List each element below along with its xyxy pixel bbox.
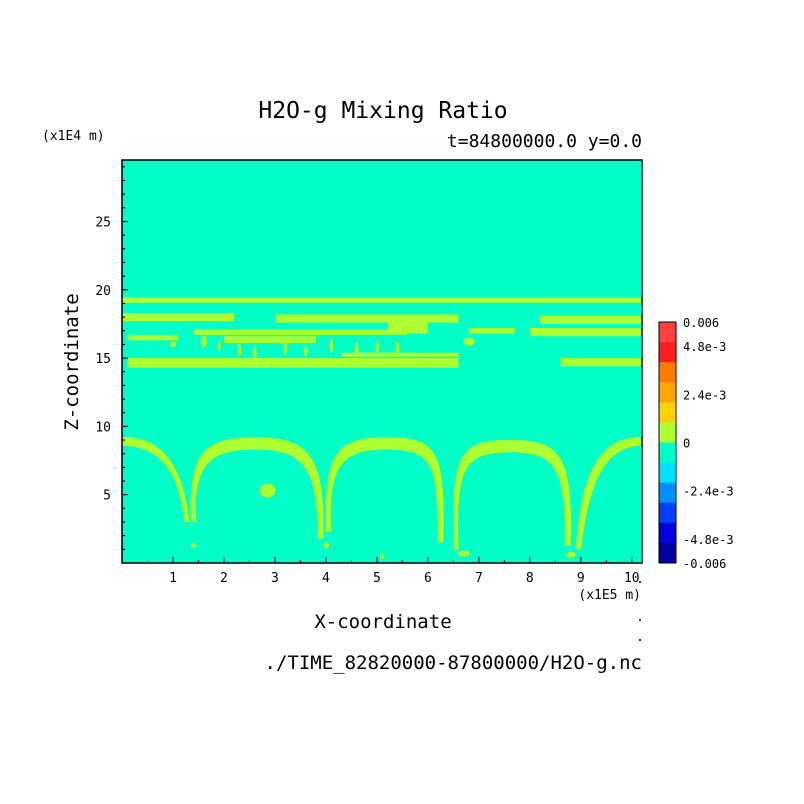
colorbar-label: -4.8e-3: [683, 533, 734, 547]
y-tick-label: 20: [95, 284, 111, 299]
x-tick-label: 2: [220, 571, 228, 586]
band-layer: [387, 322, 428, 334]
colorbar-label: 0: [683, 437, 690, 451]
chart-subtitle: t=84800000.0 y=0.0: [446, 131, 642, 152]
y-ticks: 5 10 15 20 25: [95, 166, 128, 550]
band-layer: [468, 328, 515, 334]
colorbar-label: -2.4e-3: [683, 485, 734, 499]
band-layer: [223, 336, 316, 344]
band-spot: [252, 345, 257, 360]
band-spot: [374, 341, 379, 354]
chart-title: H2O-g Mixing Ratio: [258, 98, 508, 124]
band-spot: [395, 341, 400, 356]
arch: [122, 437, 190, 523]
colorbar-segment: [659, 382, 676, 403]
band-spot: [329, 338, 334, 353]
x-tick-label: 5: [373, 571, 381, 586]
blob: [322, 542, 329, 549]
x-tick-label: 6: [424, 571, 432, 586]
band-layer: [529, 328, 642, 337]
x-tick-label: 3: [271, 571, 279, 586]
blob: [457, 550, 470, 557]
colorbar-label: 2.4e-3: [683, 388, 726, 402]
band-layer: [127, 334, 179, 341]
colorbar-label: -0.006: [683, 557, 726, 571]
colorbar-segment: [659, 342, 676, 363]
band-layer: [193, 329, 408, 335]
blob: [259, 483, 276, 498]
band-layer: [540, 315, 642, 324]
x-axis-label: X-coordinate: [314, 611, 452, 633]
blob: [565, 551, 576, 558]
x-ticks: 1 2 3 4 5 6 7 8 9 10: [146, 557, 640, 586]
band-spot: [200, 335, 207, 348]
colorbar-segment: [659, 462, 676, 484]
data-features: [122, 297, 642, 560]
band-spot: [169, 341, 176, 348]
colorbar-segment: [659, 502, 676, 524]
blob: [380, 553, 384, 560]
colorbar-segment: [659, 322, 676, 343]
band-spot: [216, 340, 221, 351]
x-tick-label: 10: [624, 571, 640, 586]
colorbar-label: 4.8e-3: [683, 340, 726, 354]
colorbar-segment: [659, 422, 676, 443]
band-layer: [127, 358, 459, 368]
colorbar-segment: [659, 522, 676, 544]
band-layer: [122, 313, 235, 322]
colorbar-segment: [659, 542, 676, 564]
x-tick-label: 4: [322, 571, 330, 586]
blob: [190, 543, 197, 548]
band-layer: [560, 358, 642, 367]
y-tick-label: 15: [95, 352, 111, 367]
plot-frame: [121, 159, 643, 564]
x-unit-label: (x1E5 m): [578, 588, 641, 603]
band-spot: [354, 341, 359, 358]
file-path: ./TIME_82820000-87800000/H2O-g.nc: [264, 652, 643, 674]
band-spot: [283, 342, 288, 355]
colorbar-segment: [659, 362, 676, 383]
colorbar-label: 0.006: [683, 316, 719, 330]
band-layer: [341, 352, 459, 357]
x-tick-label: 1: [169, 571, 177, 586]
y-unit-label: (x1E4 m): [42, 129, 105, 144]
colorbar: 0.006 4.8e-3 2.4e-3 0 -2.4e-3 -4.8e-3 -0.006: [658, 316, 734, 571]
band-spot: [462, 337, 475, 346]
colorbar-frame: [658, 321, 677, 564]
band-layer: [274, 314, 459, 323]
arch: [575, 437, 642, 550]
y-tick-label: 5: [103, 489, 111, 504]
colorbar-segment: [659, 442, 676, 464]
y-tick-label: 25: [95, 215, 111, 230]
band-layer: [122, 297, 642, 303]
colorbar-segment: [659, 482, 676, 504]
colorbar-segment: [659, 402, 676, 423]
stray-marks: [639, 581, 641, 641]
x-tick-label: 9: [577, 571, 585, 586]
band-spot: [303, 346, 308, 357]
x-tick-label: 8: [526, 571, 534, 586]
y-tick-label: 10: [95, 420, 111, 435]
x-tick-label: 7: [475, 571, 483, 586]
band-spot: [237, 343, 242, 356]
